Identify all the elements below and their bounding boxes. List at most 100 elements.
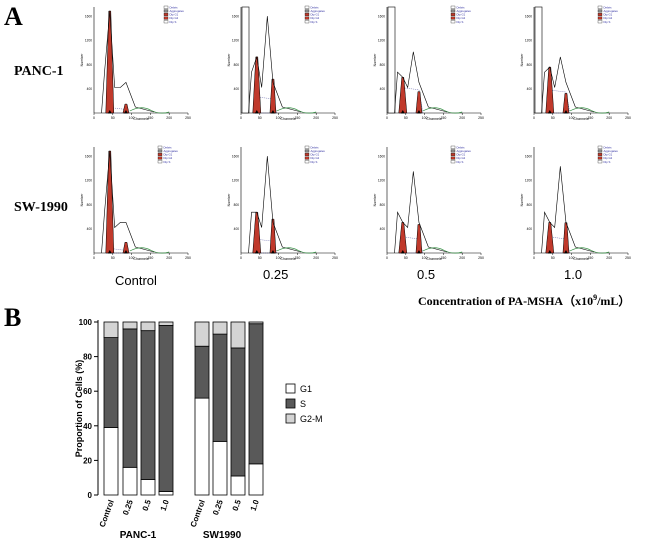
y-axis-title: Number [520, 193, 524, 207]
legend-label: Aggregates [457, 149, 472, 153]
legend-swatch [285, 413, 296, 424]
legend-swatch [157, 145, 163, 149]
x-tick-label: 50 [404, 116, 408, 120]
y-tick-label: 1200 [378, 39, 385, 43]
s-phase-area [545, 89, 571, 114]
legend-label: Debris [311, 145, 320, 149]
gate-marker [416, 250, 421, 254]
x-tick-label: 200 [313, 256, 319, 260]
y-tick-label: 80 [83, 353, 92, 362]
bar-g2-m-0-0 [103, 321, 119, 338]
histogram-1-1: 0 50 100 150 200 250 400 800 1200 1600 Channels Num… [227, 145, 338, 261]
gate-marker [270, 110, 275, 114]
x-tick-label: 0 [93, 116, 95, 120]
legend-label: Aggregates [311, 149, 326, 153]
panel-a-label: A [4, 2, 23, 31]
legend-swatch [450, 20, 456, 24]
bar-s-0-0 [103, 337, 119, 428]
legend-swatch [163, 13, 169, 16]
x-tick-label: 200 [459, 116, 465, 120]
legend-swatch [157, 156, 163, 160]
legend-label: Dip S [604, 20, 611, 24]
x-tick-label: 0 [240, 256, 242, 260]
category-label: 1.0 [159, 498, 171, 512]
debris-bar [534, 6, 543, 114]
x-tick-label: 200 [606, 256, 612, 260]
x-axis-title: Channels [280, 257, 295, 261]
legend-swatch [304, 156, 310, 160]
row-label-sw1990: SW-1990 [14, 200, 68, 215]
col-label-0-25: 0.25 [263, 267, 289, 282]
bar-g1-1-2 [230, 475, 246, 496]
category-label: 0.25 [121, 498, 135, 516]
legend-label: Dip G1 [457, 153, 466, 157]
category-label: 1.0 [249, 498, 261, 512]
gate-marker [563, 250, 568, 254]
bar-g1-0-1 [122, 466, 138, 496]
legend-label: Dip G2 [311, 156, 320, 160]
y-axis-title: Number [227, 53, 231, 67]
histogram-1-3: 0 50 100 150 200 250 400 800 1200 1600 Channels Num… [520, 145, 631, 261]
y-tick-label: 1200 [525, 179, 532, 183]
x-tick-label: 250 [185, 256, 191, 260]
y-tick-label: 800 [234, 203, 240, 207]
x-tick-label: 50 [404, 256, 408, 260]
gate-marker [400, 250, 405, 254]
bar-g2-m-1-1 [212, 321, 228, 335]
debris-bar [241, 6, 250, 114]
legend-label: Dip G2 [164, 156, 173, 160]
x-tick-label: 100 [276, 256, 282, 260]
y-tick-label: 1600 [85, 15, 92, 19]
x-tick-label: 50 [551, 116, 555, 120]
y-tick-label: 1600 [232, 155, 239, 159]
legend-swatch [304, 160, 310, 164]
legend-label: Debris [457, 145, 466, 149]
y-tick-label: 400 [380, 87, 386, 91]
y-tick-label: 800 [234, 63, 240, 67]
legend-swatch [597, 13, 603, 16]
x-tick-label: 100 [276, 116, 282, 120]
gate-marker [416, 110, 421, 114]
legend-swatch [157, 149, 163, 153]
legend-label: Aggregates [164, 149, 179, 153]
y-tick-label: 800 [87, 203, 93, 207]
x-tick-label: 0 [93, 256, 95, 260]
legend-swatch [304, 149, 310, 153]
gate-marker [254, 110, 259, 114]
legend-swatch [597, 9, 603, 13]
y-axis-title: Number [227, 193, 231, 207]
x-tick-label: 150 [294, 256, 300, 260]
gate-marker [107, 250, 112, 254]
histogram-outline [394, 51, 448, 114]
bar-g2-m-0-1 [122, 321, 138, 330]
category-label: Control [98, 499, 116, 529]
legend-label: Dip S [457, 20, 464, 24]
bar-g1-0-2 [140, 479, 156, 496]
legend-swatch [450, 16, 456, 20]
legend-swatch [450, 149, 456, 153]
x-tick-label: 200 [166, 256, 172, 260]
y-tick-label: 400 [527, 227, 533, 231]
y-tick-label: 400 [234, 87, 240, 91]
legend-swatch [304, 20, 310, 24]
x-tick-label: 50 [111, 256, 115, 260]
legend-swatch [304, 9, 310, 13]
legend-label: G1 [300, 384, 312, 394]
gate-marker [547, 110, 552, 114]
legend-swatch [450, 153, 456, 156]
histogram-outline [394, 171, 448, 254]
y-tick-label: 1600 [378, 15, 385, 19]
legend-swatch [597, 160, 603, 164]
legend-label: Debris [170, 5, 179, 9]
legend-label: Dip S [164, 160, 171, 164]
legend-swatch [304, 16, 310, 20]
x-axis-title: Channels [280, 117, 295, 121]
x-tick-label: 150 [440, 256, 446, 260]
y-axis-title: Number [80, 193, 84, 207]
histogram-outline [541, 56, 595, 114]
x-tick-label: 250 [332, 116, 338, 120]
histogram-1-0: 0 50 100 150 200 250 400 800 1200 1600 Channels Num… [80, 145, 191, 261]
gate-marker [123, 250, 128, 254]
legend-swatch [304, 153, 310, 156]
